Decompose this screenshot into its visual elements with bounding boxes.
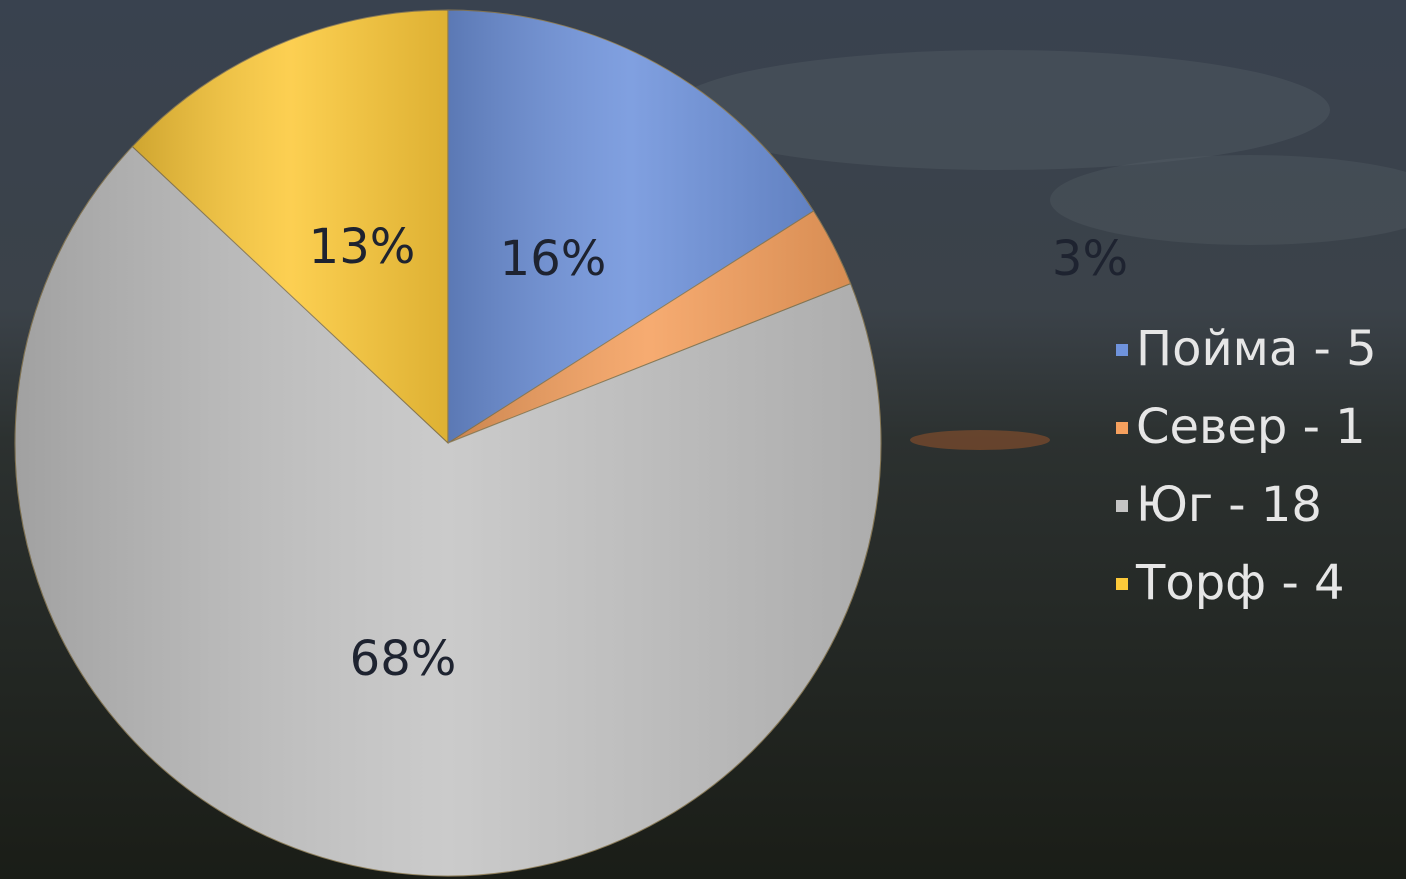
legend-swatch bbox=[1116, 500, 1128, 512]
data-label: 13% bbox=[309, 219, 416, 275]
fire-glow bbox=[910, 430, 1050, 450]
legend-swatch bbox=[1116, 422, 1128, 434]
data-label: 68% bbox=[350, 631, 457, 687]
data-label: 3% bbox=[1052, 231, 1128, 287]
slice-shade bbox=[132, 10, 449, 443]
data-label: 16% bbox=[500, 231, 607, 287]
legend-label: Север - 1 bbox=[1136, 399, 1366, 455]
legend-label: Торф - 4 bbox=[1135, 555, 1345, 611]
slice-shade bbox=[448, 10, 814, 443]
legend-label: Пойма - 5 bbox=[1136, 321, 1377, 377]
legend-swatch bbox=[1116, 344, 1128, 356]
legend-swatch bbox=[1116, 578, 1128, 590]
cloud bbox=[1050, 155, 1406, 245]
slice-shade bbox=[448, 210, 851, 443]
legend-label: Юг - 18 bbox=[1136, 477, 1322, 533]
cloud bbox=[670, 50, 1330, 170]
legend: Пойма - 5 Север - 1 Юг - 18 Торф - 4 bbox=[1116, 321, 1377, 611]
pie: 16% 3% 68% 13% bbox=[14, 9, 1128, 877]
slice-shade bbox=[14, 146, 881, 876]
